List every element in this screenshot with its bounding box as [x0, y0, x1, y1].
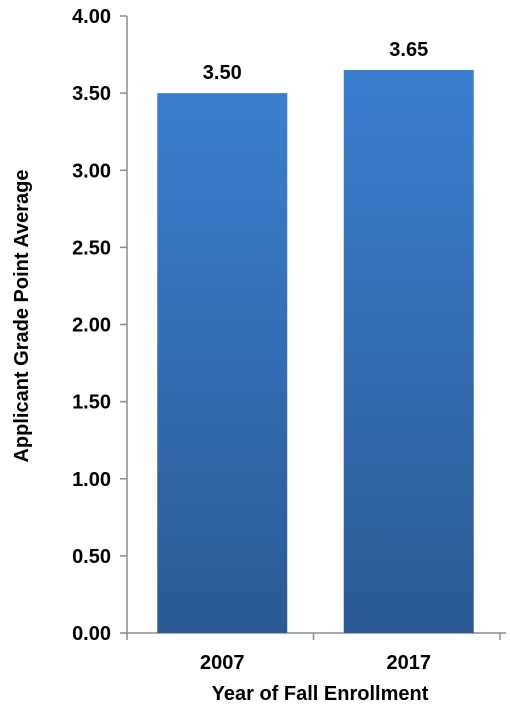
- x-tick-label: 2007: [200, 652, 245, 674]
- bar-2007: [157, 93, 288, 633]
- data-labels: 3.50 3.65: [203, 39, 428, 84]
- y-tick-label: 2.50: [72, 237, 111, 259]
- y-tick-label: 0.00: [72, 623, 111, 645]
- y-tick-label: 3.00: [72, 160, 111, 182]
- y-tick-label: 1.00: [72, 469, 111, 491]
- y-tick-label: 0.50: [72, 546, 111, 568]
- y-tick-label: 1.50: [72, 392, 111, 414]
- y-axis-title: Applicant Grade Point Average: [11, 169, 33, 462]
- bar-2017: [343, 69, 474, 634]
- data-label-2007: 3.50: [203, 62, 242, 84]
- bar-series: [157, 69, 474, 634]
- y-axis-ticks: 0.00 0.50 1.00 1.50 2.00 2.50 3.00 3.50 4.00: [72, 6, 127, 645]
- data-label-2017: 3.65: [389, 39, 428, 61]
- x-axis-ticks: 2007 2017: [126, 633, 501, 674]
- x-axis-title: Year of Fall Enrollment: [212, 683, 429, 705]
- x-tick-label: 2017: [387, 652, 432, 674]
- y-tick-label: 4.00: [72, 6, 111, 28]
- y-tick-label: 3.50: [72, 83, 111, 105]
- y-tick-label: 2.00: [72, 315, 111, 337]
